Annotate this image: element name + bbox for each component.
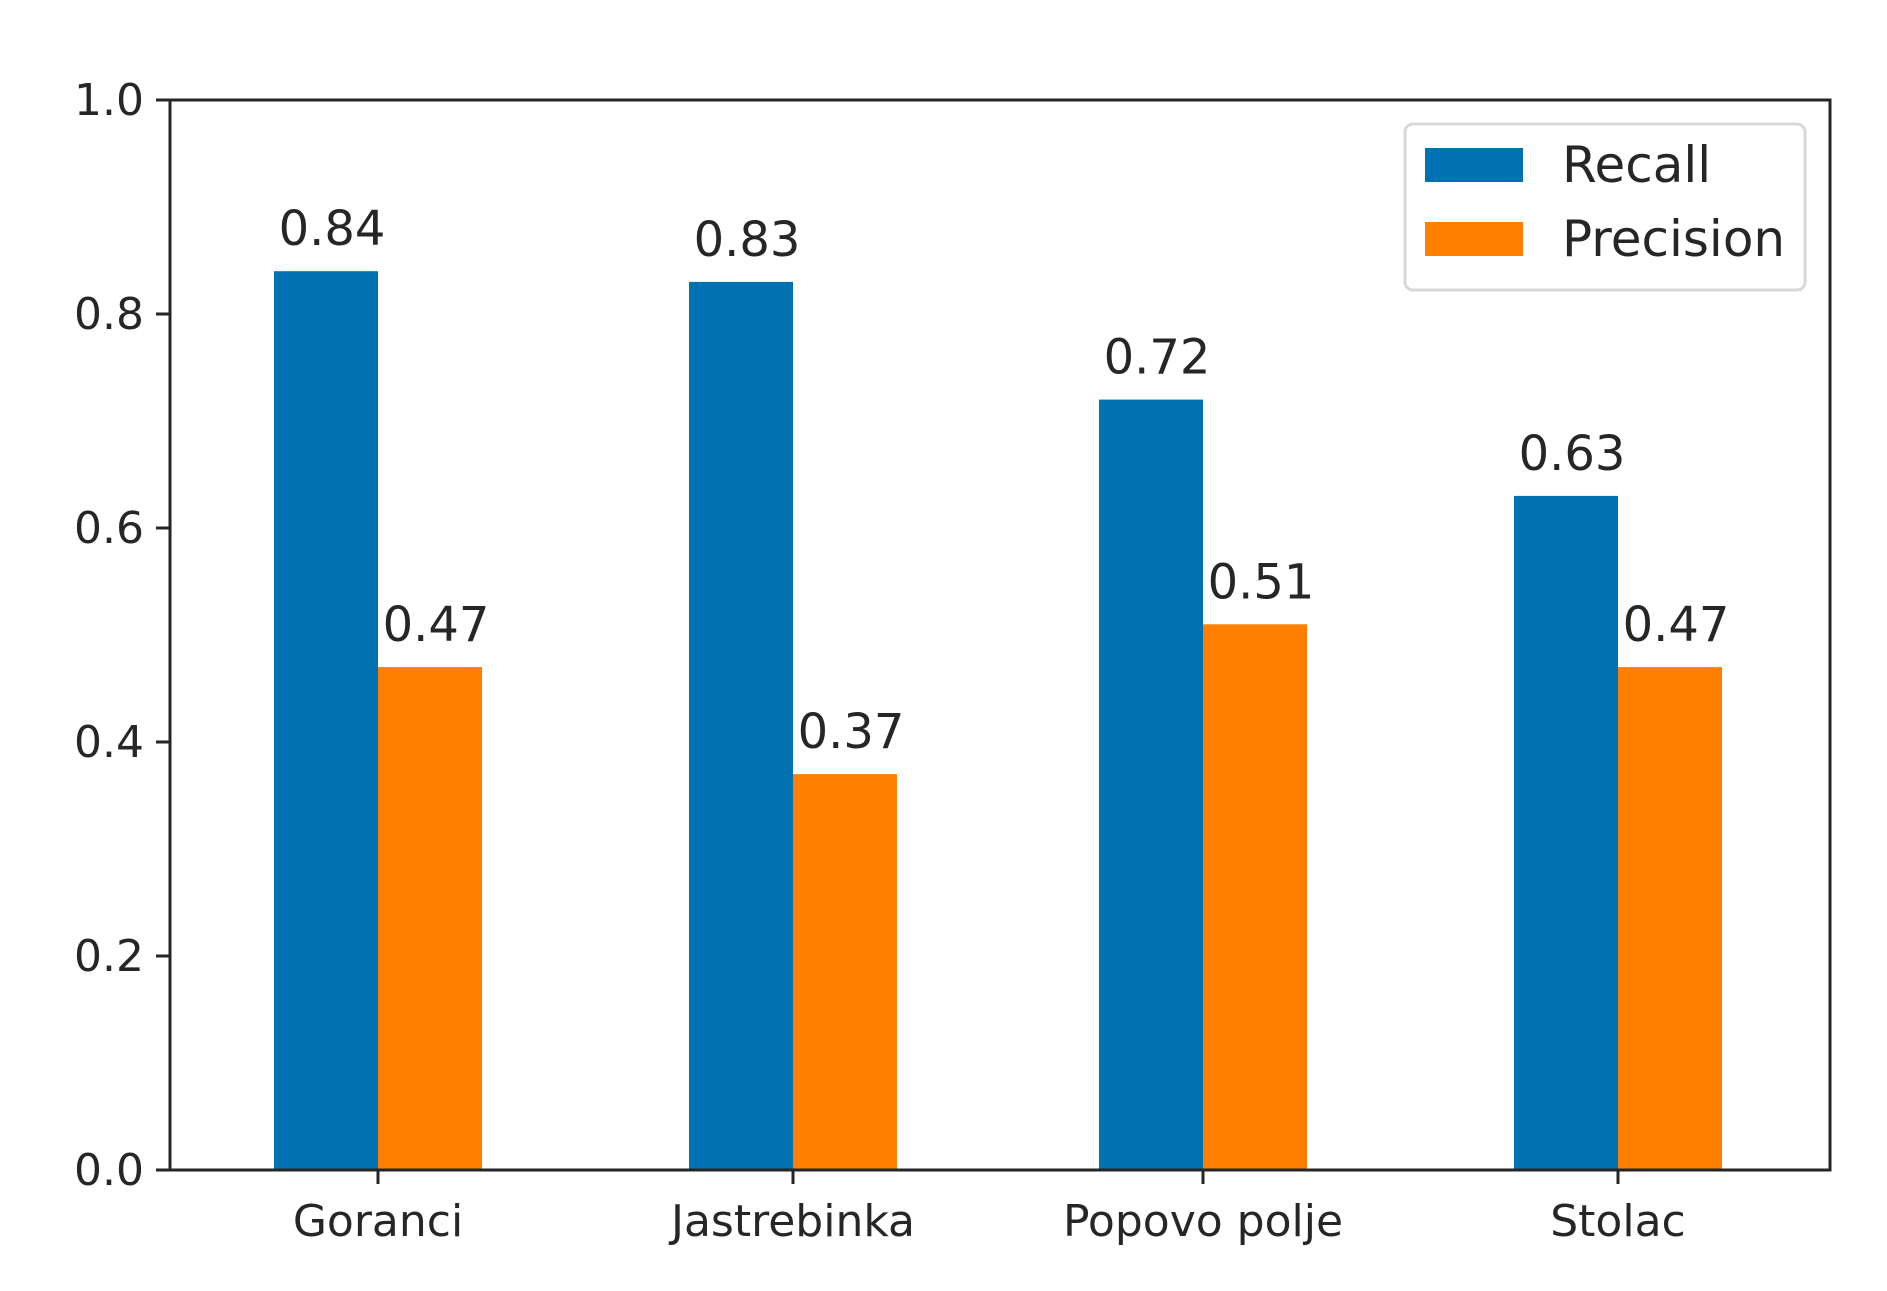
legend-swatch-precision: [1425, 222, 1523, 256]
bar-precision-goranci: [378, 667, 482, 1170]
legend-label-recall: Recall: [1562, 136, 1711, 194]
data-label-recall-jastrebinka: 0.83: [694, 212, 801, 268]
y-tick-label-2: 0.4: [74, 717, 144, 768]
data-labels-group: 0.84 0.83 0.72 0.63 0.47 0.37 0.51 0.47: [279, 201, 1730, 760]
y-tick-label-5: 1.0: [74, 75, 144, 126]
y-axis: 0.0 0.2 0.4 0.6 0.8 1.0: [74, 75, 170, 1196]
data-label-recall-popovo-polje: 0.72: [1104, 330, 1211, 386]
bar-precision-jastrebinka: [793, 774, 897, 1170]
bars-group: [274, 271, 1722, 1171]
x-axis: Goranci Jastrebinka Popovo polje Stolac: [293, 1170, 1686, 1247]
x-tick-label-goranci: Goranci: [293, 1196, 463, 1247]
legend-label-precision: Precision: [1562, 210, 1785, 268]
x-tick-label-popovo-polje: Popovo polje: [1063, 1196, 1343, 1247]
bar-precision-popovo-polje: [1203, 624, 1307, 1170]
data-label-recall-stolac: 0.63: [1519, 426, 1626, 482]
plot-frame: [168, 98, 1832, 1172]
bar-recall-goranci: [274, 271, 378, 1170]
legend: Recall Precision: [1403, 122, 1807, 292]
bar-precision-stolac: [1618, 667, 1722, 1170]
x-tick-label-stolac: Stolac: [1550, 1196, 1685, 1247]
bar-recall-jastrebinka: [689, 281, 793, 1170]
bar-recall-stolac: [1514, 495, 1618, 1170]
data-label-recall-goranci: 0.84: [279, 201, 386, 257]
y-tick-label-0: 0.0: [74, 1145, 144, 1196]
data-label-precision-jastrebinka: 0.37: [798, 704, 905, 760]
x-tick-label-jastrebinka: Jastrebinka: [668, 1196, 915, 1247]
data-label-precision-popovo-polje: 0.51: [1208, 554, 1315, 610]
y-tick-label-4: 0.8: [74, 289, 144, 340]
y-tick-label-1: 0.2: [74, 931, 144, 982]
data-label-precision-stolac: 0.47: [1623, 597, 1730, 653]
y-tick-label-3: 0.6: [74, 503, 144, 554]
bar-recall-popovo-polje: [1099, 399, 1203, 1171]
data-label-precision-goranci: 0.47: [383, 597, 490, 653]
legend-swatch-recall: [1425, 148, 1523, 182]
